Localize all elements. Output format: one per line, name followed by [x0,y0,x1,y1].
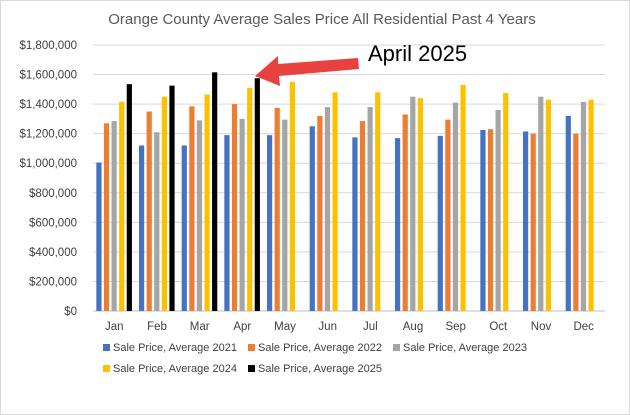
bar [239,118,245,311]
annotation: April 2025 [255,41,467,86]
y-tick-label: $0 [64,306,77,318]
bar [495,110,501,312]
bar [352,137,358,311]
bar [254,78,260,311]
bar [126,84,132,311]
bar [417,98,423,311]
x-tick-label: Oct [489,321,508,333]
bar [410,96,416,311]
bar [282,119,288,311]
bar [487,129,494,311]
gridlines [93,44,605,312]
annotation-arrow [255,56,359,86]
bar [111,121,117,311]
bar [267,135,273,311]
x-axis: Jan Feb Mar Apr May Jun Jul Aug Sep Oct Nov Dec [105,321,594,333]
bar [189,106,195,311]
x-tick-label: Jun [318,321,337,333]
y-tick-label: $1,200,000 [19,129,77,141]
legend-label: Sale Price, Average 2022 [258,342,382,354]
bar [204,94,210,311]
y-tick-label: $1,600,000 [19,70,77,82]
legend-label: Sale Price, Average 2021 [113,342,237,354]
bar [119,101,125,311]
bar [375,92,381,311]
bar [538,96,544,311]
x-tick-label: Dec [573,321,594,333]
bar [324,107,331,311]
bar [309,126,315,311]
legend-swatch [393,344,400,351]
bar [224,135,230,311]
legend: Sale Price, Average 2021 Sale Price, Aver… [103,342,527,375]
bar [146,111,152,311]
y-tick-label: $400,000 [29,247,77,259]
bar [367,107,373,311]
bar [573,133,579,311]
bar [181,145,187,311]
bar [161,96,167,311]
bar [139,145,145,311]
bar [359,121,366,311]
bar [395,138,401,311]
annotation-label: April 2025 [368,41,467,66]
bar [530,133,536,311]
legend-label: Sale Price, Average 2024 [113,363,237,375]
bar [332,92,338,311]
bar [96,162,102,311]
bar [289,81,295,311]
bar [503,93,509,311]
legend-swatch [103,344,110,351]
bar [480,129,486,311]
bar [402,114,408,312]
x-tick-label: Nov [531,321,552,333]
x-tick-label: Feb [147,321,167,333]
x-tick-label: Jan [105,321,124,333]
bar [565,115,571,312]
chart-title: Orange County Average Sales Price All Re… [108,11,535,28]
bars [96,72,594,312]
y-tick-label: $1,400,000 [19,99,77,111]
x-tick-label: Jul [363,321,378,333]
x-tick-label: May [274,321,296,333]
bar [523,131,529,311]
bar [460,84,466,312]
bar [212,72,218,311]
bar [196,120,203,312]
y-tick-label: $1,000,000 [19,158,77,170]
x-tick-label: Mar [190,321,210,333]
legend-swatch [103,365,110,372]
legend-swatch [248,344,255,351]
bar [317,115,323,312]
bar [437,135,443,311]
x-tick-label: Apr [233,321,251,333]
x-tick-label: Sep [445,321,465,333]
bar [580,101,587,311]
y-tick-label: $600,000 [29,217,77,229]
bar [247,87,253,311]
y-tick-label: $800,000 [29,188,77,200]
legend-label: Sale Price, Average 2025 [258,363,382,375]
y-tick-label: $200,000 [29,276,77,288]
bar [169,85,175,311]
bar [445,119,451,311]
bar [154,132,160,311]
x-tick-label: Aug [403,321,423,333]
bar [103,123,110,311]
bar [545,99,551,312]
bar [231,104,238,311]
bar [452,102,459,311]
bar [588,99,594,312]
y-tick-label: $1,800,000 [19,40,77,52]
legend-swatch [248,365,255,372]
bar [274,107,280,311]
y-axis: $0 $200,000 $400,000 $600,000 $800,000 $1,000… [19,40,77,318]
legend-label: Sale Price, Average 2023 [403,342,527,354]
